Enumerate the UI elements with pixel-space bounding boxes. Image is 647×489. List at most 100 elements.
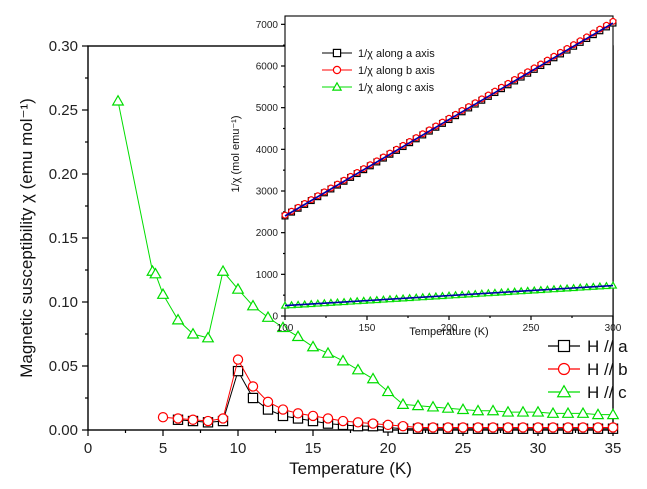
inset-fit-lines (284, 22, 614, 307)
main-x-tick-label: 5 (159, 440, 167, 457)
main-data-point (352, 417, 364, 428)
main-data-point (231, 282, 245, 294)
main-data-point (186, 327, 200, 339)
main-data-point (456, 403, 470, 415)
inset-y-tick-label: 0 (272, 312, 278, 323)
main-data-point (487, 422, 499, 433)
main-data-point (171, 313, 185, 325)
main-data-point (307, 410, 319, 422)
main-data-point (247, 392, 259, 404)
main-legend-label: H // c (587, 383, 627, 402)
main-data-point (336, 354, 350, 366)
main-data-point (396, 397, 410, 409)
main-x-axis-title: Temperature (K) (289, 459, 412, 478)
main-data-point (411, 399, 425, 411)
main-data-point (149, 267, 162, 279)
main-data-point (471, 404, 485, 416)
main-x-tick-label: 0 (84, 440, 92, 457)
main-data-point (427, 422, 439, 433)
main-data-point (292, 408, 304, 419)
main-data-point (502, 422, 514, 433)
main-data-point (187, 414, 199, 425)
main-y-axis-title: Magnetic susceptibility χ (emu mol⁻¹) (17, 98, 36, 378)
main-data-point (276, 321, 290, 333)
main-data-point (232, 354, 244, 365)
inset-legend: 1/χ along a axis 1/χ along b axis 1/χ alon… (322, 48, 435, 94)
inset-y-tick-label: 1000 (256, 270, 279, 281)
inset-x-tick-label: 150 (359, 323, 376, 334)
main-legend-marker (557, 339, 571, 353)
inset-y-axis-title: 1/χ (mol emu⁻¹) (230, 116, 242, 193)
inset-y-tick-label: 5000 (256, 103, 279, 114)
main-data-point (576, 406, 590, 418)
main-data-point (381, 385, 395, 397)
main-y-tick-label: 0.00 (49, 422, 78, 439)
inset-y-tick-label: 6000 (256, 62, 279, 73)
main-data-point (591, 408, 605, 420)
main-data-point (562, 422, 574, 433)
main-series-line (117, 100, 613, 416)
main-data-point (501, 405, 515, 417)
main-series-line (177, 369, 613, 430)
main-data-point (486, 404, 500, 416)
main-data-point (217, 413, 229, 424)
main-data-point (412, 422, 424, 433)
main-series-3 (111, 94, 620, 420)
inset-y-tick-label: 4000 (256, 145, 279, 156)
main-data-point (111, 94, 125, 106)
main-data-point (547, 422, 559, 433)
main-data-point (172, 413, 184, 424)
main-data-point (472, 422, 484, 433)
inset-x-axis-title: Temperature (K) (409, 326, 488, 338)
main-y-tick-label: 0.25 (49, 102, 78, 119)
inset-legend-marker (332, 65, 342, 75)
main-legend: H // a H // b H // c (548, 337, 628, 402)
main-legend-label: H // b (587, 360, 628, 379)
main-data-point (262, 396, 274, 408)
main-legend-marker (556, 384, 572, 398)
main-data-point (306, 340, 320, 352)
main-data-point (202, 415, 214, 427)
main-series-2 (157, 354, 619, 433)
inset-data-point (609, 17, 617, 25)
main-data-point (201, 331, 215, 343)
main-x-tick-label: 15 (305, 440, 322, 457)
main-data-point (397, 420, 409, 432)
main-data-point (367, 418, 379, 429)
main-data-point (607, 422, 619, 433)
main-data-point (441, 401, 455, 413)
main-data-point (517, 422, 529, 433)
main-legend-marker (557, 362, 571, 376)
main-data-point (291, 330, 305, 342)
main-x-tick-label: 10 (230, 440, 247, 457)
main-legend-label: H // a (587, 337, 628, 356)
main-data-point (366, 372, 380, 384)
inset-legend-label: 1/χ along c axis (358, 82, 435, 94)
main-data-point (157, 412, 169, 423)
main-data-point (247, 381, 259, 392)
inset-y-tick-label: 2000 (256, 228, 279, 239)
inset-x-tick-label: 300 (605, 323, 622, 334)
main-data-point (232, 365, 244, 377)
main-data-point (531, 405, 545, 417)
main-data-point (321, 346, 335, 358)
inset-x-tick-label: 200 (441, 323, 458, 334)
main-data-point (246, 299, 260, 311)
inset-fit-line (284, 284, 614, 307)
main-data-point (532, 422, 544, 433)
inset-plot-frame (284, 15, 614, 317)
main-data-point (442, 422, 454, 433)
main-data-point (561, 406, 575, 418)
main-y-tick-label: 0.10 (49, 294, 78, 311)
main-data-point (322, 413, 334, 424)
main-y-tick-label: 0.15 (49, 230, 78, 247)
main-data-point (337, 415, 349, 427)
main-y-tick-label: 0.30 (49, 38, 78, 55)
main-x-tick-label: 30 (530, 440, 547, 457)
main-y-tick-label: 0.20 (49, 166, 78, 183)
inset-y-tick-label: 3000 (256, 187, 279, 198)
main-data-point (546, 406, 560, 418)
main-y-tick-label: 0.05 (49, 358, 78, 375)
main-data-point (606, 408, 620, 420)
